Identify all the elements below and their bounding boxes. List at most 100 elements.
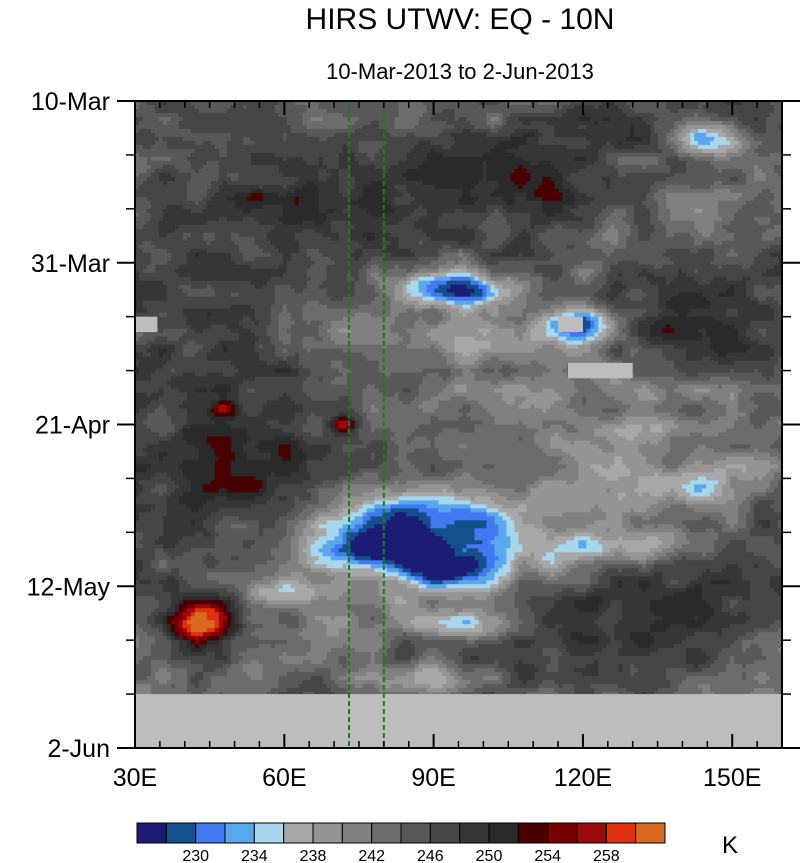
field-cell: [250, 204, 256, 210]
field-cell: [374, 101, 380, 106]
field-cell: [402, 156, 408, 162]
field-cell: [654, 172, 659, 178]
field-cell: [490, 132, 496, 138]
field-cell: [570, 124, 575, 130]
field-cell: [135, 156, 140, 162]
field-cell: [406, 176, 412, 182]
field-cell: [394, 116, 400, 122]
field-cell: [666, 116, 671, 122]
field-cell: [170, 124, 176, 130]
field-cell: [654, 160, 659, 166]
field-cell: [562, 156, 567, 162]
field-cell: [558, 104, 563, 110]
field-cell: [530, 160, 535, 166]
field-cell: [546, 212, 551, 218]
field-cell: [466, 172, 472, 178]
field-cell: [210, 120, 216, 126]
field-cell: [650, 160, 655, 166]
field-cell: [302, 104, 308, 110]
field-cell: [710, 180, 715, 186]
field-cell: [490, 101, 496, 106]
field-cell: [534, 144, 539, 150]
field-cell: [386, 140, 392, 146]
field-cell: [730, 128, 735, 134]
field-cell: [498, 104, 504, 110]
field-cell: [170, 104, 176, 110]
field-cell: [590, 116, 595, 122]
field-cell: [414, 112, 420, 118]
field-cell: [594, 212, 599, 218]
field-cell: [734, 184, 739, 190]
field-cell: [258, 120, 264, 126]
field-cell: [314, 101, 320, 106]
field-cell: [322, 128, 328, 134]
field-cell: [498, 128, 504, 134]
field-cell: [738, 204, 743, 210]
field-cell: [218, 104, 224, 110]
field-cell: [418, 208, 424, 214]
field-cell: [398, 101, 404, 106]
field-cell: [722, 112, 727, 118]
field-cell: [390, 168, 396, 174]
field-cell: [202, 101, 208, 106]
field-cell: [566, 196, 571, 202]
field-cell: [546, 180, 551, 186]
field-cell: [398, 140, 404, 146]
field-cell: [290, 104, 296, 110]
field-cell: [550, 184, 555, 190]
field-cell: [250, 196, 256, 202]
field-cell: [314, 112, 320, 118]
field-cell: [730, 120, 735, 126]
field-cell: [182, 164, 188, 170]
field-cell: [678, 132, 683, 138]
field-cell: [370, 172, 376, 178]
field-cell: [774, 148, 779, 154]
field-cell: [618, 172, 623, 178]
field-cell: [558, 140, 563, 146]
field-cell: [574, 192, 579, 198]
field-cell: [314, 108, 320, 114]
field-cell: [446, 208, 452, 214]
field-cell: [394, 196, 400, 202]
field-cell: [474, 208, 480, 214]
field-cell: [462, 144, 468, 150]
field-cell: [626, 128, 631, 134]
field-cell: [318, 116, 324, 122]
field-cell: [194, 112, 200, 118]
field-cell: [338, 208, 344, 214]
field-cell: [170, 116, 176, 122]
field-cell: [498, 220, 504, 226]
field-cell: [378, 204, 384, 210]
field-cell: [690, 148, 695, 154]
field-cell: [654, 188, 659, 194]
field-cell: [610, 200, 615, 206]
field-cell: [378, 208, 384, 214]
field-cell: [726, 132, 731, 138]
field-cell: [474, 104, 480, 110]
field-cell: [322, 180, 328, 186]
field-cell: [598, 196, 603, 202]
field-cell: [270, 132, 276, 138]
field-cell: [534, 196, 539, 202]
field-cell: [370, 156, 376, 162]
field-cell: [482, 216, 488, 222]
field-cell: [598, 200, 603, 206]
field-cell: [294, 192, 300, 198]
field-cell: [346, 136, 352, 142]
field-cell: [198, 144, 204, 150]
field-cell: [326, 212, 332, 218]
field-cell: [354, 128, 360, 134]
field-cell: [270, 188, 276, 194]
field-cell: [702, 124, 707, 130]
field-cell: [190, 200, 196, 206]
field-cell: [602, 128, 607, 134]
field-cell: [182, 112, 188, 118]
field-cell: [214, 168, 220, 174]
field-cell: [570, 101, 575, 106]
field-cell: [766, 164, 771, 170]
field-cell: [686, 156, 691, 162]
field-cell: [570, 144, 575, 150]
field-cell: [746, 168, 751, 174]
field-cell: [374, 124, 380, 130]
field-cell: [634, 220, 639, 226]
